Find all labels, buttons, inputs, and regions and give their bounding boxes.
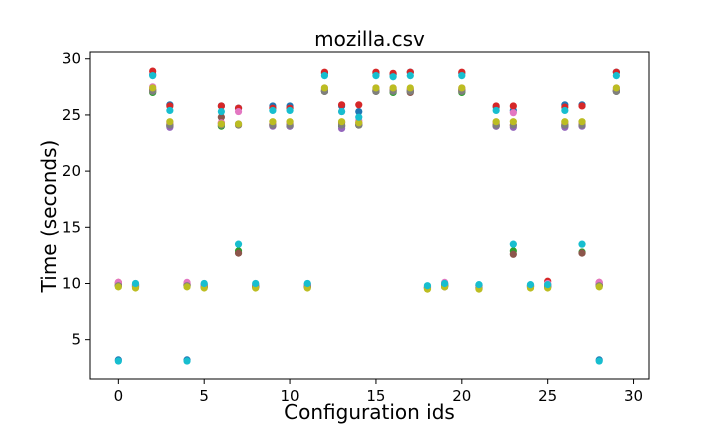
data-point — [458, 84, 466, 92]
y-tick-label: 5 — [71, 331, 81, 349]
y-tick-label: 10 — [62, 274, 81, 292]
data-point — [492, 118, 500, 126]
data-point — [200, 279, 208, 288]
data-point — [355, 101, 363, 109]
data-point — [595, 357, 603, 365]
data-point — [509, 250, 517, 258]
data-point — [578, 118, 586, 126]
data-point — [526, 281, 535, 289]
data-point — [166, 106, 174, 115]
y-tick-label: 30 — [62, 50, 81, 68]
data-point — [183, 283, 191, 291]
y-tick-label: 15 — [62, 218, 81, 236]
data-point — [234, 107, 243, 116]
x-tick-label: 0 — [114, 387, 124, 405]
data-point — [149, 72, 157, 80]
data-point — [561, 106, 569, 115]
data-point — [286, 118, 294, 126]
data-point — [612, 84, 620, 92]
data-point — [234, 120, 243, 128]
data-point — [269, 106, 277, 115]
data-point — [355, 107, 363, 116]
data-point — [217, 113, 225, 121]
data-point — [406, 84, 414, 92]
data-point — [114, 357, 122, 365]
data-point — [475, 281, 483, 289]
data-point — [131, 279, 140, 288]
data-point — [337, 118, 346, 126]
y-axis-ticks: 5 10 15 20 25 30 — [62, 50, 90, 349]
data-point — [320, 72, 329, 80]
data-point — [544, 281, 552, 289]
data-point — [509, 109, 517, 117]
data-point — [406, 72, 414, 80]
data-point — [458, 72, 466, 80]
data-point — [234, 240, 243, 248]
y-tick-label: 25 — [62, 106, 81, 124]
x-tick-label: 30 — [624, 387, 643, 405]
data-point — [423, 282, 432, 290]
data-point — [578, 249, 586, 257]
data-point — [166, 118, 174, 126]
data-point — [355, 119, 363, 127]
data-point — [217, 120, 225, 128]
data-point — [372, 72, 380, 80]
chart-title: mozilla.csv — [314, 27, 425, 51]
y-axis-label: Time (seconds) — [37, 140, 61, 294]
x-tick-label: 15 — [366, 387, 385, 405]
data-point — [372, 84, 380, 92]
data-point — [286, 106, 294, 115]
x-axis-label: Configuration ids — [284, 400, 455, 424]
data-point — [217, 107, 225, 116]
data-point — [269, 118, 277, 126]
data-point — [234, 249, 243, 257]
data-points — [114, 67, 620, 365]
data-point — [578, 240, 586, 248]
data-point — [561, 118, 569, 126]
x-tick-label: 20 — [452, 387, 471, 405]
data-point — [320, 84, 329, 92]
data-point — [252, 279, 260, 288]
x-axis-ticks: 0 5 10 15 20 25 30 — [114, 379, 643, 405]
y-tick-label: 20 — [62, 162, 81, 180]
data-point — [337, 101, 346, 109]
data-point — [509, 102, 517, 110]
plot-frame — [89, 51, 650, 380]
x-tick-label: 10 — [281, 387, 300, 405]
data-point — [578, 102, 586, 110]
data-point — [337, 107, 346, 116]
data-point — [492, 106, 500, 115]
data-point — [217, 102, 225, 110]
data-point — [509, 240, 517, 248]
data-point — [612, 72, 620, 80]
data-point — [355, 113, 363, 121]
data-point — [183, 357, 191, 365]
x-tick-label: 5 — [199, 387, 209, 405]
data-point — [149, 84, 157, 92]
data-point — [595, 283, 603, 291]
data-point — [303, 279, 311, 288]
data-point — [389, 73, 397, 81]
x-tick-label: 25 — [538, 387, 557, 405]
data-point — [389, 84, 397, 92]
data-point — [114, 283, 122, 291]
data-point — [441, 279, 449, 288]
data-point — [509, 118, 517, 126]
